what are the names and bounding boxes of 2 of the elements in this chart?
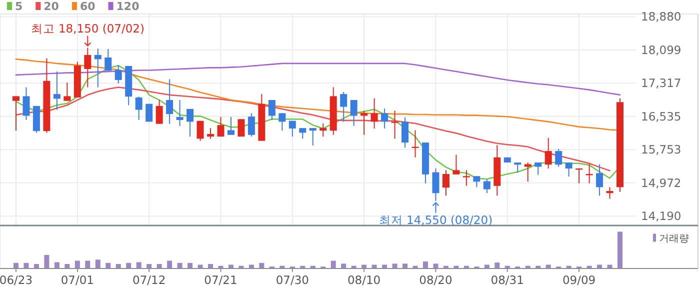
annotation: 최고 18,150 (07/02) [30, 22, 144, 36]
annotation: 최저 14,550 (08/20) [378, 212, 493, 227]
